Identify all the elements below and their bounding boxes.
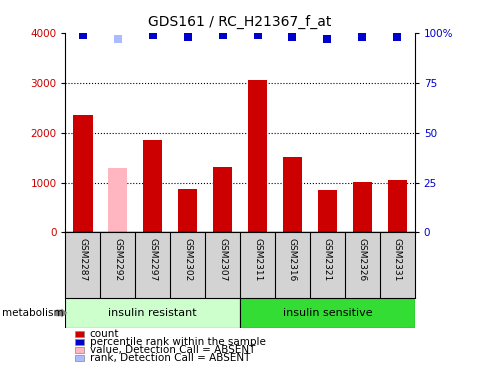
Text: GSM2321: GSM2321 xyxy=(322,238,331,281)
Text: GSM2311: GSM2311 xyxy=(253,238,261,281)
Text: percentile rank within the sample: percentile rank within the sample xyxy=(90,337,265,347)
Point xyxy=(288,34,296,40)
Text: GSM2307: GSM2307 xyxy=(218,238,227,281)
Point xyxy=(149,32,156,38)
Text: insulin resistant: insulin resistant xyxy=(108,308,197,318)
Point xyxy=(218,32,226,38)
Bar xyxy=(387,180,406,232)
Point xyxy=(393,34,400,40)
Text: GSM2316: GSM2316 xyxy=(287,238,296,281)
Bar xyxy=(317,190,336,232)
Text: GSM2287: GSM2287 xyxy=(78,238,87,281)
Text: GSM2326: GSM2326 xyxy=(357,238,366,281)
Bar xyxy=(212,167,232,232)
Bar xyxy=(143,140,162,232)
Text: rank, Detection Call = ABSENT: rank, Detection Call = ABSENT xyxy=(90,353,250,363)
Text: metabolism: metabolism xyxy=(2,308,64,318)
Text: GSM2331: GSM2331 xyxy=(392,238,401,281)
Text: GSM2297: GSM2297 xyxy=(148,238,157,281)
Bar xyxy=(65,298,240,328)
Bar xyxy=(73,115,92,232)
Text: count: count xyxy=(90,329,119,339)
Point xyxy=(323,36,331,42)
Bar xyxy=(108,168,127,232)
Text: GSM2292: GSM2292 xyxy=(113,238,122,281)
Point xyxy=(79,32,87,38)
Bar xyxy=(282,157,302,232)
Point xyxy=(358,34,365,40)
Point xyxy=(114,36,121,42)
Point xyxy=(183,34,191,40)
Bar xyxy=(178,188,197,232)
Bar xyxy=(247,80,267,232)
Bar xyxy=(240,298,414,328)
Text: value, Detection Call = ABSENT: value, Detection Call = ABSENT xyxy=(90,345,255,355)
Bar xyxy=(352,182,371,232)
Text: GSM2302: GSM2302 xyxy=(183,238,192,281)
Title: GDS161 / RC_H21367_f_at: GDS161 / RC_H21367_f_at xyxy=(148,15,331,29)
Point xyxy=(253,32,261,38)
Text: insulin sensitive: insulin sensitive xyxy=(282,308,371,318)
